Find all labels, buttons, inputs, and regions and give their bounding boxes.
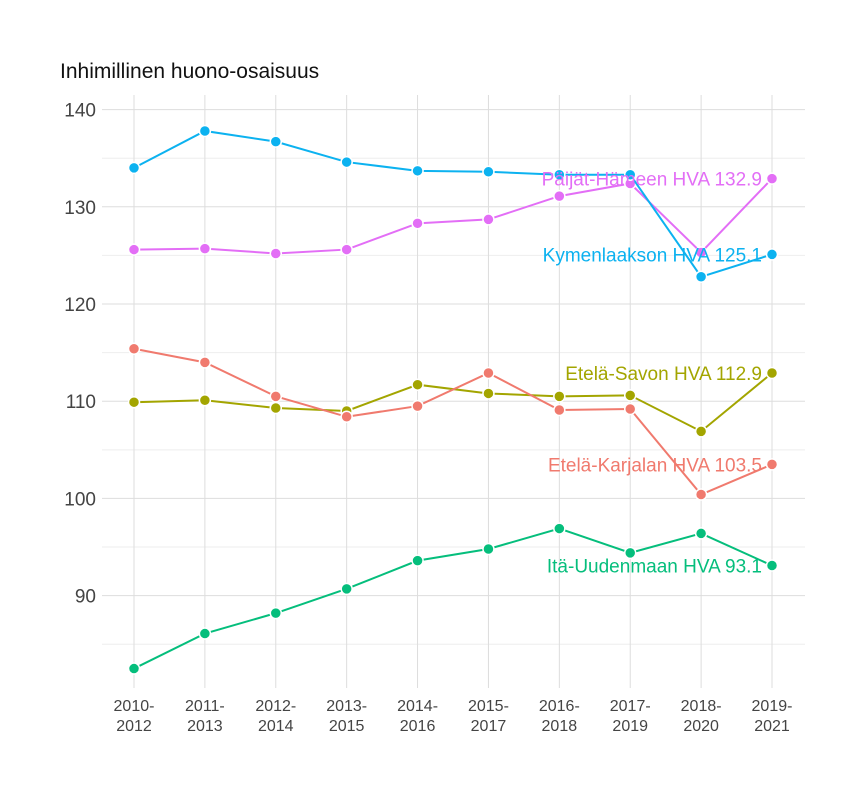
data-point [482,542,495,556]
data-point [198,627,212,640]
data-point [623,389,637,402]
x-tick-label: 2017- 2019 [610,698,651,735]
series-labels: Päijät-Hämeen HVA 132.9 Kymenlaakson HVA … [542,170,762,578]
data-point [198,242,212,255]
data-point [269,390,283,403]
x-tick-label-line: 2018 [542,718,578,735]
data-point [411,554,424,567]
series-line [133,527,773,670]
y-tick-label: 110 [66,392,96,413]
data-point [411,164,424,178]
data-point [269,247,283,260]
x-tick-label-line: 2016- [539,698,580,715]
y-axis-ticks: 90 100 110 120 130 140 [64,101,96,608]
x-tick-label-line: 2014 [258,718,294,735]
data-point [198,356,212,369]
data-point [553,168,566,181]
x-tick-label-line: 2017- [610,698,651,715]
y-tick-label: 120 [64,295,96,316]
x-tick-label: 2011- 2013 [185,698,225,735]
data-point [127,395,141,409]
chart-title: Inhimillinen huono-osaisuus [60,60,319,83]
series-line [133,129,773,278]
y-tick-label: 90 [75,587,96,608]
data-point [269,135,283,148]
data-point [765,172,779,185]
data-point [411,399,424,413]
x-tick-label-line: 2013- [326,698,367,715]
data-point [623,402,637,416]
data-point [411,217,424,230]
y-tick-label: 130 [64,198,96,219]
y-tick-label: 140 [64,101,96,122]
data-point [127,161,141,175]
data-point [269,606,283,620]
x-tick-label-line: 2021 [754,718,790,735]
data-point [340,410,353,424]
x-tick-label-line: 2016 [400,718,436,735]
data-point [127,342,141,355]
data-point [623,168,637,181]
x-tick-label-line: 2012- [255,698,296,715]
data-point [553,522,566,535]
series-label: Etelä-Savon HVA 112.9 [565,364,762,385]
series-label: Päijät-Hämeen HVA 132.9 [542,170,762,191]
y-tick-label: 100 [64,489,96,510]
series-label: Kymenlaakson HVA 125.1 [543,245,762,266]
data-point [553,403,566,417]
data-point [340,243,353,256]
data-point [694,270,708,284]
x-tick-label-line: 2014- [397,698,438,715]
x-tick-label-line: 2020 [683,718,719,735]
data-point [553,390,566,403]
data-point [482,213,495,226]
x-tick-label: 2012- 2014 [255,698,296,735]
x-tick-label-line: 2018- [681,698,722,715]
x-tick-label: 2014- 2016 [397,698,438,735]
x-tick-label-line: 2012 [116,718,152,735]
data-point [765,248,779,261]
x-tick-label: 2013- 2015 [326,698,367,735]
x-tick-label-line: 2011- [185,698,225,715]
x-tick-label-line: 2013 [187,718,223,735]
data-point [694,488,708,501]
data-point [694,425,708,438]
data-point [340,155,353,169]
x-tick-label-line: 2019- [752,698,793,715]
data-point [553,189,566,203]
data-point [765,366,779,380]
data-point [765,559,779,572]
data-point [694,527,708,540]
x-tick-label: 2018- 2020 [681,698,722,735]
x-tick-label-line: 2015 [329,718,365,735]
data-point [198,393,212,407]
series-line [133,347,773,496]
data-point [482,366,495,380]
data-point [269,401,283,415]
x-axis-ticks: 2010- 2012 2011- 2013 2012- 2014 2013- 2015 2014… [114,698,793,735]
x-tick-label: 2016- 2018 [539,698,580,735]
x-tick-label-line: 2019 [612,718,648,735]
series-line [133,177,773,255]
data-point [482,165,495,179]
data-point [694,246,708,259]
series-label: Etelä-Karjalan HVA 103.5 [548,455,762,476]
x-tick-label-line: 2017 [471,718,507,735]
x-tick-label: 2015- 2017 [468,698,509,735]
x-tick-label: 2019- 2021 [752,698,793,735]
x-tick-label: 2010- 2012 [114,698,155,735]
data-point [127,662,141,675]
data-point [482,387,495,400]
data-point [340,582,353,596]
series-label: Itä-Uudenmaan HVA 93.1 [547,557,762,578]
data-point [198,124,212,138]
data-point [765,458,779,471]
x-tick-label-line: 2010- [114,698,155,715]
data-point [411,378,424,391]
data-point [127,243,141,256]
series-group [127,124,779,675]
x-tick-label-line: 2015- [468,698,509,715]
data-point [623,546,637,560]
